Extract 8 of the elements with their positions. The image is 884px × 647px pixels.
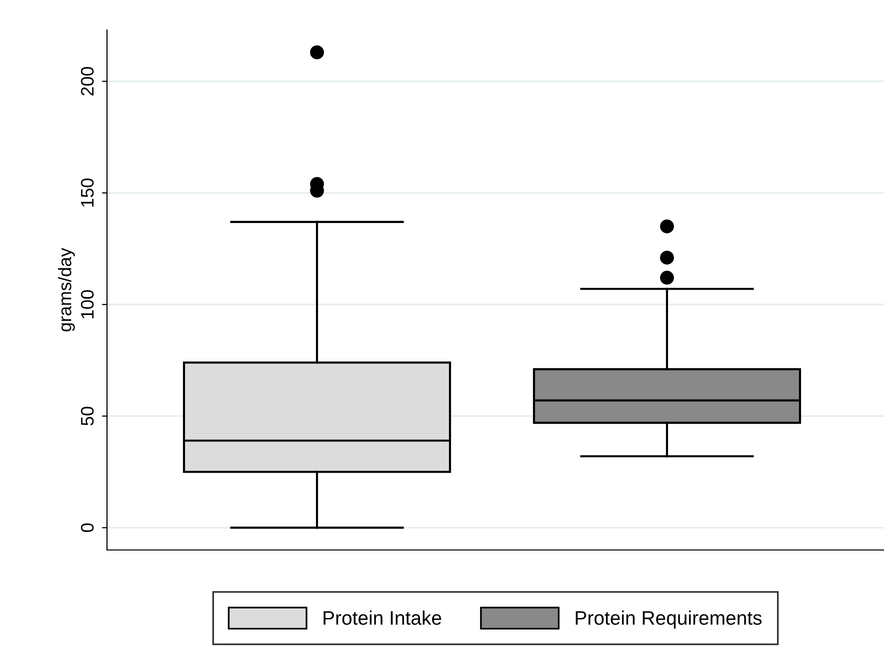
y-tick-label: 150 bbox=[80, 178, 94, 207]
y-tick-label: 50 bbox=[80, 406, 94, 426]
legend-label: Protein Requirements bbox=[576, 610, 762, 629]
y-tick-label: 0 bbox=[80, 523, 94, 532]
y-axis-title: grams/day bbox=[58, 248, 75, 332]
y-tick-label: 200 bbox=[80, 66, 94, 96]
legend-label: Protein Intake bbox=[324, 610, 442, 625]
y-tick-label: 100 bbox=[80, 290, 94, 318]
